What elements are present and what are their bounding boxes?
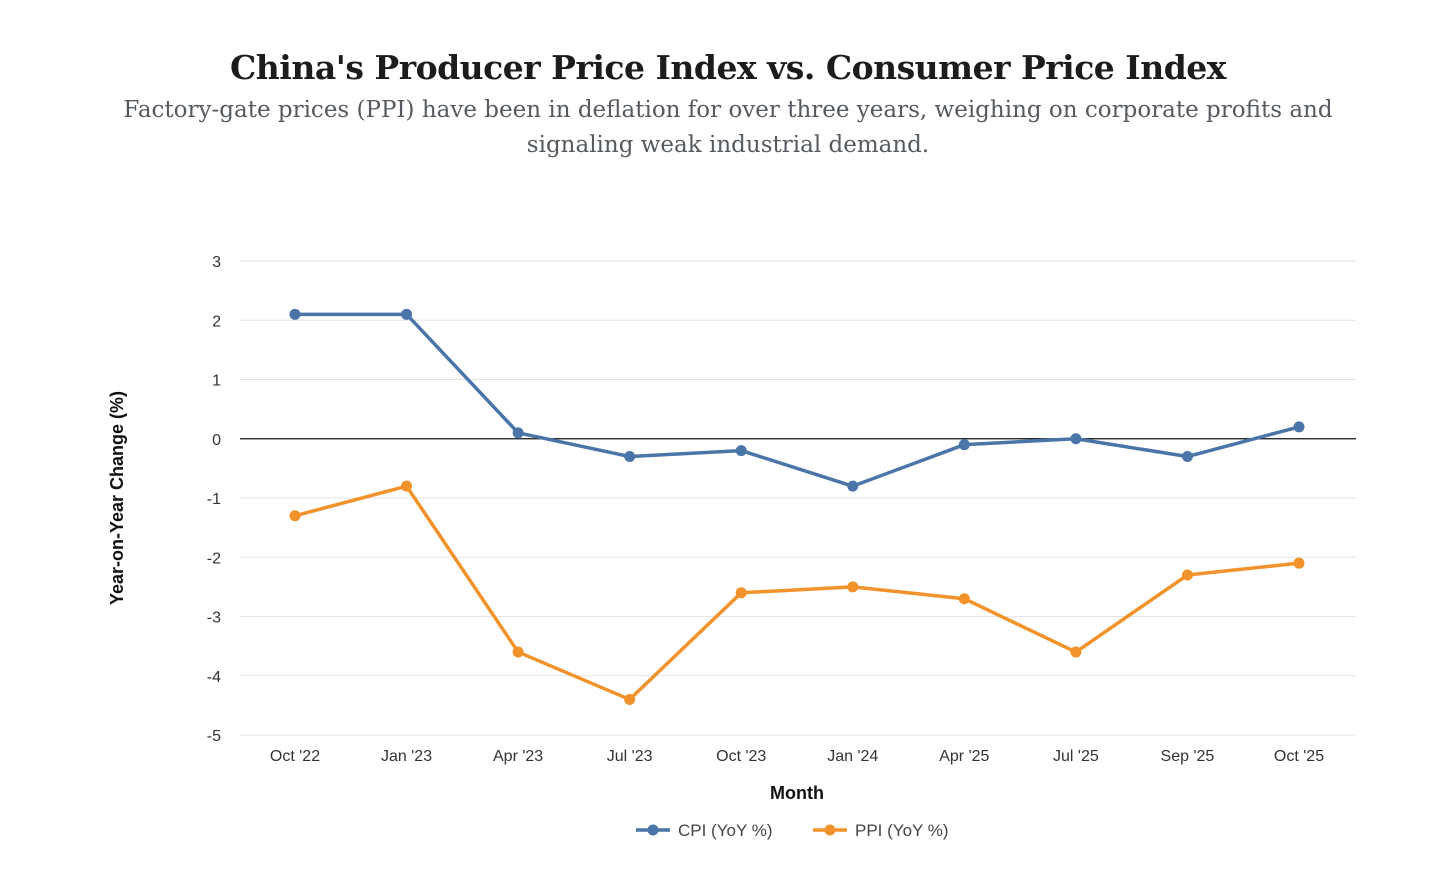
- data-point[interactable]: [735, 587, 747, 599]
- x-tick-label: Oct '22: [270, 748, 320, 765]
- y-tick-label: 3: [212, 254, 221, 271]
- data-point[interactable]: [624, 451, 636, 463]
- data-point[interactable]: [1181, 451, 1193, 463]
- data-point[interactable]: [735, 445, 747, 457]
- legend-item[interactable]: PPI (YoY %): [813, 821, 949, 840]
- y-tick-label: 0: [212, 432, 221, 449]
- legend-label: CPI (YoY %): [678, 821, 773, 840]
- x-tick-label: Jul '25: [1053, 748, 1099, 765]
- legend-swatch-marker: [647, 824, 659, 836]
- legend-swatch-marker: [824, 824, 836, 836]
- chart-title: China's Producer Price Index vs. Consume…: [230, 48, 1226, 87]
- data-point[interactable]: [289, 308, 301, 320]
- data-point[interactable]: [1293, 421, 1305, 433]
- y-tick-label: -5: [207, 728, 221, 745]
- x-tick-label: Jul '23: [607, 748, 653, 765]
- y-axis-title: Year-on-Year Change (%): [107, 391, 127, 605]
- data-point[interactable]: [401, 480, 413, 492]
- data-point[interactable]: [1293, 557, 1305, 569]
- series-lines: [289, 308, 1305, 705]
- x-tick-label: Jan '24: [827, 748, 878, 765]
- data-point[interactable]: [401, 308, 413, 320]
- legend: CPI (YoY %) PPI (YoY %): [636, 821, 949, 840]
- chart-subtitle: Factory-gate prices (PPI) have been in d…: [123, 97, 1333, 158]
- data-point[interactable]: [1070, 433, 1082, 445]
- x-tick-label: Apr '23: [493, 748, 543, 765]
- x-tick-label: Oct '25: [1274, 748, 1324, 765]
- data-point[interactable]: [847, 581, 859, 593]
- data-point[interactable]: [624, 693, 636, 705]
- series-line-0: [293, 312, 1301, 488]
- y-tick-labels: 3 2 1 0 -1 -2 -3 -4 -5: [207, 254, 221, 745]
- legend-item[interactable]: CPI (YoY %): [636, 821, 773, 840]
- data-point[interactable]: [1070, 646, 1082, 658]
- data-point[interactable]: [958, 593, 970, 605]
- grid-lines: [240, 260, 1356, 736]
- data-point[interactable]: [512, 646, 524, 658]
- x-tick-labels: Oct '22 Jan '23 Apr '23 Jul '23 Oct '23 Jan '…: [270, 748, 1324, 765]
- x-tick-label: Sep '25: [1161, 748, 1215, 765]
- y-tick-label: -3: [207, 610, 221, 627]
- data-point[interactable]: [289, 510, 301, 522]
- x-tick-label: Apr '25: [939, 748, 989, 765]
- x-axis-title: Month: [770, 783, 824, 803]
- data-point[interactable]: [847, 480, 859, 492]
- y-tick-label: -4: [207, 669, 221, 686]
- series-line-1: [293, 484, 1301, 702]
- data-point[interactable]: [1181, 569, 1193, 581]
- y-tick-label: -2: [207, 550, 221, 567]
- x-tick-label: Oct '23: [716, 748, 766, 765]
- y-tick-label: -1: [207, 491, 221, 508]
- legend-label: PPI (YoY %): [855, 821, 949, 840]
- data-point[interactable]: [512, 427, 524, 439]
- y-tick-label: 2: [212, 313, 221, 330]
- y-tick-label: 1: [212, 373, 221, 390]
- data-point[interactable]: [958, 439, 970, 451]
- x-tick-label: Jan '23: [381, 748, 432, 765]
